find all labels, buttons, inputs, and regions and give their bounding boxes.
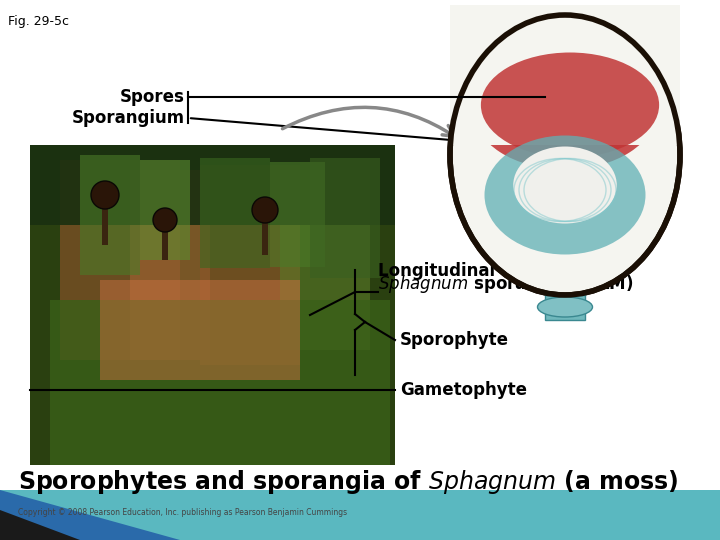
Bar xyxy=(200,165,300,365)
Ellipse shape xyxy=(485,136,646,254)
Text: Fig. 29-5c: Fig. 29-5c xyxy=(8,15,69,28)
Bar xyxy=(100,280,300,380)
Text: Sporangium: Sporangium xyxy=(72,109,185,127)
Ellipse shape xyxy=(153,208,177,232)
Text: Sporophytes and sporangia of $\it{Sphagnum}$ (a moss): Sporophytes and sporangia of $\it{Sphagn… xyxy=(18,468,678,496)
Bar xyxy=(270,162,325,267)
Bar xyxy=(310,158,380,278)
Bar xyxy=(30,145,395,465)
Bar xyxy=(130,170,210,360)
Text: Sporophyte: Sporophyte xyxy=(400,331,509,349)
Bar xyxy=(50,300,390,465)
Bar xyxy=(30,145,395,225)
Bar xyxy=(280,170,370,350)
Text: Longitudinal section of: Longitudinal section of xyxy=(378,262,593,280)
Text: Copyright © 2008 Pearson Education, Inc. publishing as Pearson Benjamin Cummings: Copyright © 2008 Pearson Education, Inc.… xyxy=(18,508,347,517)
Bar xyxy=(200,158,270,268)
Bar xyxy=(0,490,720,540)
Bar xyxy=(162,220,168,260)
Text: $\it{Sphagnum}$ sporangium (LM): $\it{Sphagnum}$ sporangium (LM) xyxy=(378,273,634,295)
Ellipse shape xyxy=(473,51,657,170)
Ellipse shape xyxy=(513,146,617,224)
Bar xyxy=(262,210,268,255)
Bar xyxy=(80,155,140,275)
Ellipse shape xyxy=(481,52,659,158)
Bar xyxy=(450,5,680,145)
Ellipse shape xyxy=(252,197,278,223)
Ellipse shape xyxy=(91,181,119,209)
Polygon shape xyxy=(0,490,180,540)
Text: Gametophyte: Gametophyte xyxy=(400,381,527,399)
Bar xyxy=(30,145,395,465)
Ellipse shape xyxy=(450,15,680,295)
Bar xyxy=(545,295,585,320)
Ellipse shape xyxy=(538,297,593,317)
Bar xyxy=(60,160,180,360)
Polygon shape xyxy=(0,510,80,540)
Bar xyxy=(102,195,108,245)
Bar xyxy=(140,160,190,260)
Text: Spores: Spores xyxy=(120,88,185,106)
